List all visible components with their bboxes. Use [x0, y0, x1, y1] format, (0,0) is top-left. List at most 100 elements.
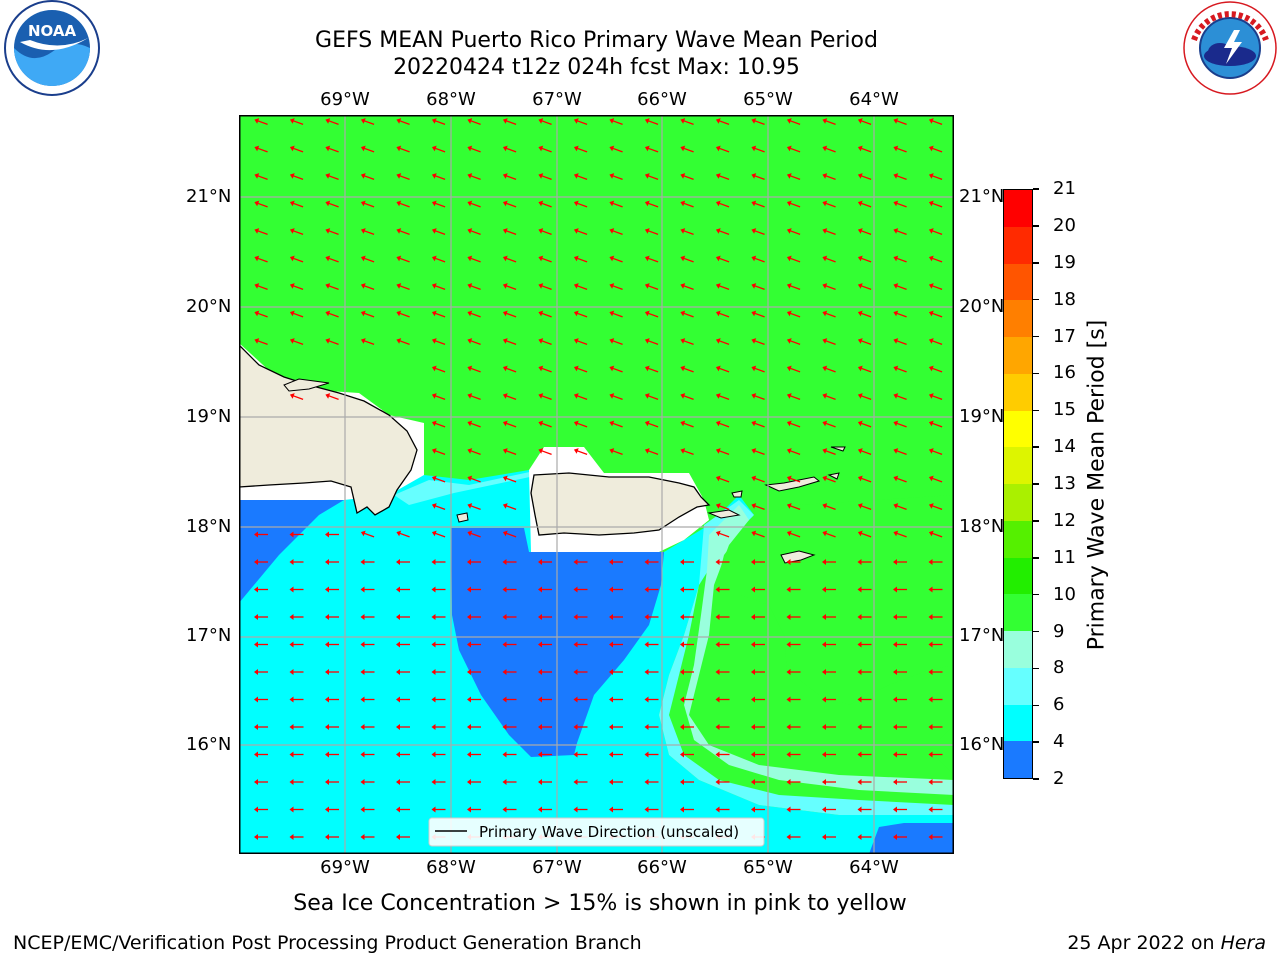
wave-arrow — [857, 310, 872, 318]
colorbar-tick-label: 21 — [1053, 178, 1076, 199]
wave-arrow — [751, 310, 765, 318]
wave-arrow — [893, 420, 907, 428]
wave-arrow — [893, 724, 907, 730]
wave-arrow — [538, 145, 552, 153]
colorbar-tick-label: 10 — [1053, 583, 1076, 605]
wave-arrow — [431, 200, 446, 208]
wave-arrow — [751, 530, 765, 538]
wave-arrow — [431, 614, 446, 620]
wave-arrow — [609, 586, 623, 593]
wave-arrow — [431, 338, 446, 346]
wave-arrow — [786, 779, 801, 785]
wave-arrow — [822, 530, 836, 538]
wave-arrow — [609, 559, 623, 565]
wave-arrow — [431, 365, 446, 373]
wave-arrow — [289, 310, 304, 318]
wave-arrow — [502, 173, 517, 181]
colorbar-tick-label: 2 — [1053, 768, 1065, 789]
lon-label-bottom-69: 69°W — [320, 857, 370, 878]
wave-arrow — [857, 475, 872, 483]
colorbar-label: Primary Wave Mean Period [s] — [1084, 319, 1110, 651]
wave-arrow — [786, 724, 801, 730]
wave-arrow — [360, 614, 375, 620]
wave-arrow — [325, 669, 339, 675]
wave-arrow — [254, 310, 268, 318]
wave-arrow — [715, 310, 730, 318]
wave-arrow — [289, 779, 304, 785]
wave-arrow — [467, 393, 481, 401]
wave-arrow — [254, 338, 268, 346]
wave-arrow — [289, 200, 304, 208]
wave-arrow — [467, 806, 481, 813]
wave-arrow — [467, 724, 481, 730]
wave-arrow — [573, 118, 588, 126]
lon-label-top-68: 68°W — [426, 89, 476, 110]
wave-arrow — [822, 806, 836, 813]
wave-arrow — [360, 173, 375, 181]
wave-arrow — [396, 834, 410, 840]
wave-arrow — [502, 806, 517, 813]
wave-arrow — [715, 255, 730, 263]
wave-arrow — [289, 145, 304, 153]
lat-label-left-19: 19°N — [186, 406, 232, 427]
wave-period-9-10-band — [684, 505, 954, 795]
wave-arrow — [751, 365, 765, 373]
wave-arrow — [502, 779, 517, 785]
wave-arrow — [715, 503, 730, 511]
wave-arrow — [360, 834, 375, 840]
wave-arrow — [609, 365, 623, 373]
wave-arrow — [857, 669, 872, 675]
wave-arrow — [786, 338, 801, 346]
wave-arrow — [644, 228, 659, 236]
wave-arrow — [680, 365, 694, 373]
wave-arrow — [538, 228, 552, 236]
wave-arrow — [786, 806, 801, 813]
wave-arrow — [573, 751, 588, 758]
wave-arrow — [431, 779, 446, 785]
wave-arrow — [431, 475, 446, 483]
wave-arrow — [573, 696, 588, 703]
wave-arrow — [928, 310, 943, 318]
wave-arrow — [786, 614, 801, 620]
wave-arrow — [289, 586, 304, 593]
colorbar-cell — [1004, 447, 1032, 484]
wave-arrow — [538, 283, 552, 291]
wave-arrow — [609, 255, 623, 263]
wave-arrow — [893, 338, 907, 346]
colorbar-tick-label: 9 — [1053, 620, 1065, 642]
wave-arrow — [751, 806, 765, 813]
wave-arrow — [893, 255, 907, 263]
wave-arrow — [467, 338, 481, 346]
wave-arrow — [360, 530, 375, 538]
wave-arrow — [325, 338, 339, 346]
wave-arrow — [928, 228, 943, 236]
wave-arrow — [822, 338, 836, 346]
wave-arrow — [431, 724, 446, 730]
colorbar-cell — [1004, 410, 1032, 448]
wave-arrow — [502, 365, 517, 373]
colorbar-cell — [1004, 337, 1032, 374]
wave-arrow — [325, 200, 339, 208]
wave-arrow — [751, 559, 765, 565]
wave-arrow — [396, 696, 410, 703]
wave-arrow — [822, 255, 836, 263]
lat-label-left-21: 21°N — [186, 186, 232, 207]
wave-arrow — [360, 751, 375, 758]
wave-arrow — [822, 751, 836, 758]
colorbar-cell — [1004, 704, 1032, 742]
colorbar-tick-mark — [1033, 741, 1039, 743]
wave-arrow — [715, 448, 730, 456]
wave-arrow — [680, 420, 694, 428]
wave-arrow — [644, 310, 659, 318]
wave-arrow — [573, 559, 588, 565]
wave-arrow — [538, 779, 552, 785]
wave-arrow — [680, 696, 694, 703]
arrow-legend-label: Primary Wave Direction (unscaled) — [479, 823, 739, 841]
wave-arrow — [751, 255, 765, 263]
lat-label-right-20: 20°N — [959, 296, 1005, 317]
wave-arrow — [751, 696, 765, 703]
wave-arrow — [431, 393, 446, 401]
wave-arrow — [609, 751, 623, 758]
wave-arrow — [644, 641, 659, 648]
wave-arrow — [573, 586, 588, 593]
